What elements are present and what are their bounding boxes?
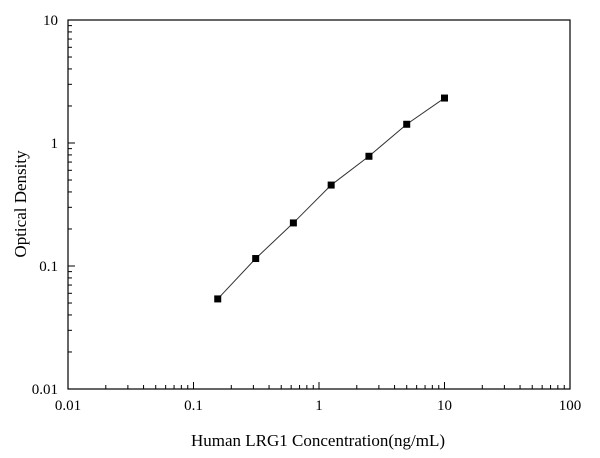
plot-border xyxy=(67,19,571,390)
x-tick-label: 0.01 xyxy=(55,398,81,414)
y-tick-label: 1 xyxy=(51,136,59,152)
x-tick-label: 10 xyxy=(437,398,452,414)
data-points xyxy=(214,94,448,303)
fit-line xyxy=(217,97,445,300)
data-point xyxy=(214,295,222,303)
y-tick-label: 0.01 xyxy=(32,382,58,398)
x-axis: 0.01 0.1 1 10 100 xyxy=(55,382,581,414)
y-tick-label: 10 xyxy=(43,13,58,29)
data-point xyxy=(365,152,373,160)
data-point xyxy=(289,219,297,227)
data-point xyxy=(441,94,448,102)
x-axis-title: Human LRG1 Concentration(ng/mL) xyxy=(191,431,445,450)
plot-frame xyxy=(67,19,571,390)
fit-line-layer xyxy=(217,97,445,300)
y-axis: 0.01 0.1 1 10 xyxy=(32,13,75,398)
x-tick-label: 100 xyxy=(559,398,582,414)
x-tick-label: 0.1 xyxy=(184,398,203,414)
y-tick-label: 0.1 xyxy=(39,259,58,275)
data-point xyxy=(403,120,411,128)
y-axis-title: Optical Density xyxy=(11,150,30,258)
data-point xyxy=(252,255,260,263)
x-tick-label: 1 xyxy=(315,398,323,414)
data-point xyxy=(327,181,335,189)
